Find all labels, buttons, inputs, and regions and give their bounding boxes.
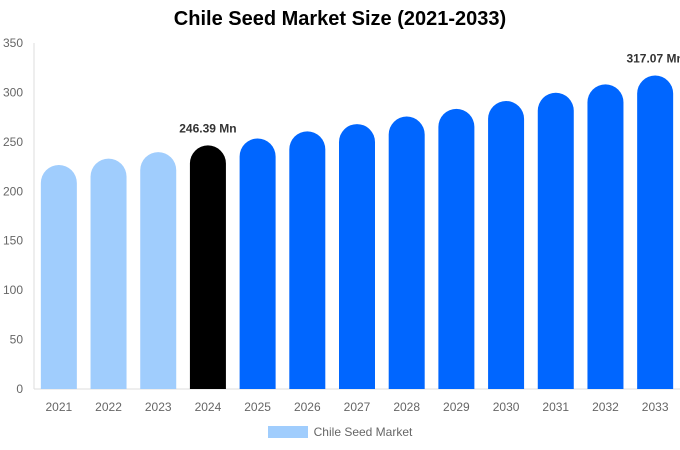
x-tick-label: 2030 [493, 400, 520, 414]
y-tick-label: 350 [3, 36, 23, 50]
x-tick-label: 2033 [642, 400, 669, 414]
y-tick-label: 250 [3, 135, 23, 149]
chart-title: Chile Seed Market Size (2021-2033) [173, 8, 507, 30]
x-tick-label: 2021 [45, 400, 72, 414]
bar-2023[interactable] [140, 152, 177, 389]
bar-2022[interactable] [90, 158, 127, 389]
y-tick-label: 100 [3, 283, 23, 297]
bar-2021[interactable] [40, 164, 77, 389]
y-tick-label: 0 [16, 382, 23, 396]
x-tick-label: 2031 [542, 400, 569, 414]
x-tick-label: 2022 [95, 400, 122, 414]
bar-2030[interactable] [488, 100, 525, 389]
bar-2025[interactable] [239, 138, 276, 389]
bar-2028[interactable] [388, 116, 425, 389]
data-label-2033: 317.07 Mn [626, 52, 680, 66]
bar-2031[interactable] [537, 92, 574, 389]
data-label-2024: 246.39 Mn [179, 121, 236, 135]
x-tick-label: 2024 [195, 400, 222, 414]
y-tick-label: 300 [3, 85, 23, 99]
bar-2029[interactable] [438, 108, 475, 389]
legend-swatch [267, 426, 308, 438]
y-tick-label: 50 [10, 333, 24, 347]
x-tick-label: 2028 [393, 400, 420, 414]
bar-2033[interactable] [637, 75, 674, 390]
x-tick-label: 2032 [592, 400, 619, 414]
x-tick-label: 2026 [294, 400, 321, 414]
x-tick-label: 2023 [145, 400, 172, 414]
legend: Chile Seed Market [0, 425, 680, 439]
bar-2027[interactable] [339, 124, 375, 389]
bar-2024[interactable] [189, 145, 226, 389]
y-tick-label: 150 [3, 234, 23, 248]
x-tick-label: 2027 [344, 400, 371, 414]
x-tick-label: 2029 [443, 400, 470, 414]
bar-2032[interactable] [587, 84, 624, 389]
legend-label: Chile Seed Market [313, 425, 413, 439]
x-tick-label: 2025 [244, 400, 271, 414]
bar-2026[interactable] [289, 131, 326, 389]
y-tick-label: 200 [3, 184, 23, 198]
